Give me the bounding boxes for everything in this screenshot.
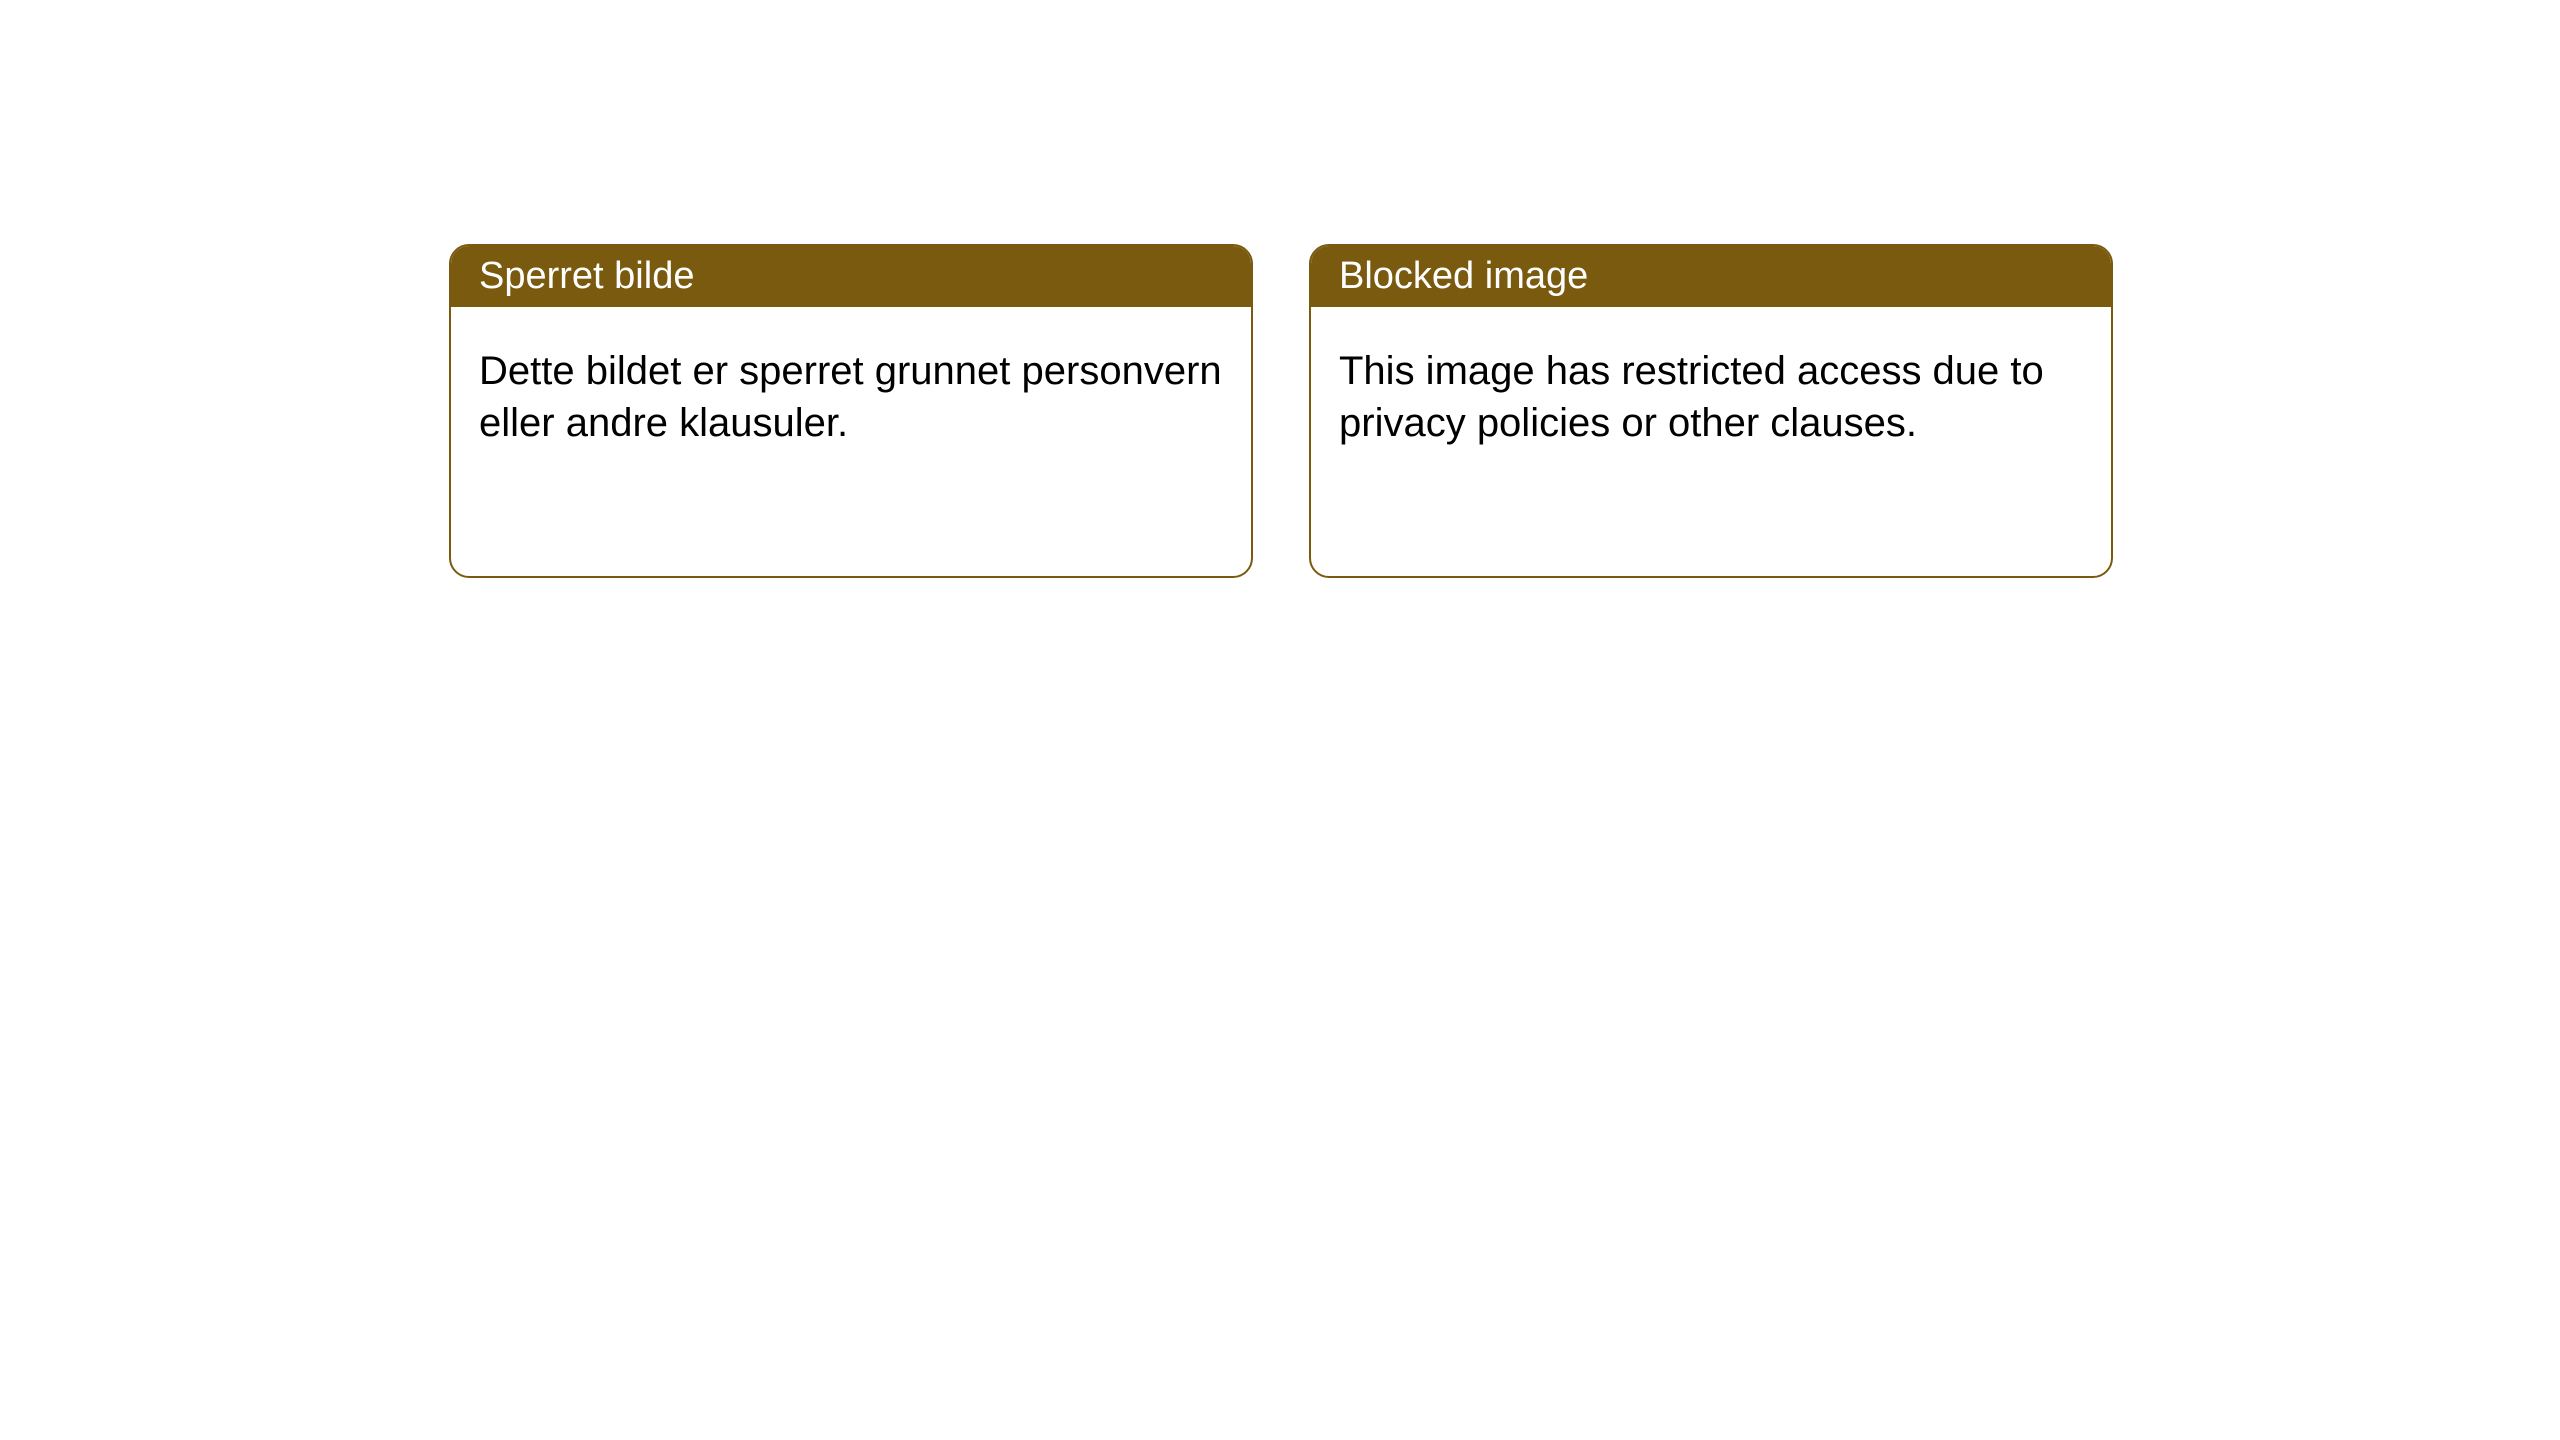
notice-body: Dette bildet er sperret grunnet personve…	[451, 307, 1251, 487]
notice-body-text: This image has restricted access due to …	[1339, 349, 2044, 445]
notice-container: Sperret bilde Dette bildet er sperret gr…	[0, 0, 2560, 578]
notice-card-norwegian: Sperret bilde Dette bildet er sperret gr…	[449, 244, 1253, 578]
notice-title: Sperret bilde	[479, 255, 694, 298]
notice-header: Blocked image	[1311, 246, 2111, 307]
notice-header: Sperret bilde	[451, 246, 1251, 307]
notice-body-text: Dette bildet er sperret grunnet personve…	[479, 349, 1222, 445]
notice-title: Blocked image	[1339, 255, 1588, 298]
notice-card-english: Blocked image This image has restricted …	[1309, 244, 2113, 578]
notice-body: This image has restricted access due to …	[1311, 307, 2111, 487]
